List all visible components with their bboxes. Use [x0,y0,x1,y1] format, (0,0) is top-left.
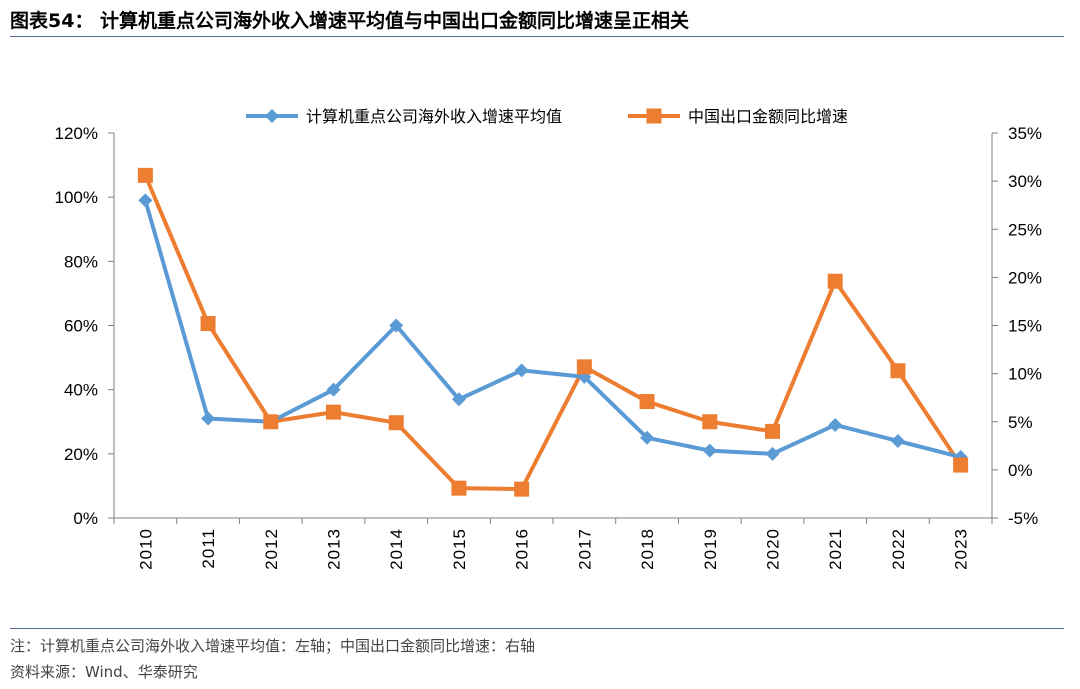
x-axis-tick-label: 2013 [325,528,344,570]
point-export-growth [765,423,780,439]
point-export-growth [200,316,216,332]
right-axis-tick-label: 0% [1008,461,1033,480]
series-line-overseas-revenue [143,199,962,459]
point-export-growth [702,414,718,430]
legend-label-overseas-revenue: 计算机重点公司海外收入增速平均值 [306,107,562,126]
point-export-growth [451,480,467,496]
plot-area [137,167,969,497]
chart-title: 图表54： 计算机重点公司海外收入增速平均值与中国出口金额同比增速呈正相关 [10,10,690,32]
footer-rule [10,628,1064,629]
point-export-growth [827,273,843,289]
chart: 计算机重点公司海外收入增速平均值 中国出口金额同比增速 0% 20% 40% 60% 80… [55,107,1043,570]
right-axis-tick-label: 20% [1008,268,1042,287]
point-overseas-revenue [326,382,341,397]
axes: 0% 20% 40% 60% 80% 100% 120% -5% 0% 5% 10% 15% 20% 25… [55,124,1043,570]
point-export-growth [953,457,969,473]
series-line-export-growth [143,174,963,492]
point-overseas-revenue [389,318,404,333]
x-axis-tick-label: 2021 [826,528,845,570]
right-axis-tick-label: 35% [1008,124,1042,143]
x-axis-tick-label: 2020 [764,528,783,570]
x-axis-tick-label: 2016 [513,528,532,570]
x-axis-tick-label: 2015 [450,528,469,570]
point-overseas-revenue [702,443,717,458]
left-axis-tick-label: 20% [64,445,98,464]
point-overseas-revenue [138,193,153,208]
point-export-growth [263,414,279,430]
left-axis-tick-label: 80% [64,252,98,271]
legend-marker-overseas-revenue [265,109,279,123]
left-axis-tick-label: 40% [64,381,98,400]
left-axis-tick-label: 120% [55,124,98,143]
x-axis-tick-label: 2017 [575,528,594,570]
point-export-growth [137,167,153,183]
right-axis-tick-label: 10% [1008,365,1042,384]
point-overseas-revenue [765,446,780,461]
chart-note: 注：计算机重点公司海外收入增速平均值：左轴；中国出口金额同比增速：右轴 [10,637,536,655]
right-axis-tick-label: 15% [1008,317,1042,336]
right-axis-tick-label: 5% [1008,413,1033,432]
point-export-growth [326,404,341,420]
title-rule [10,36,1064,37]
x-axis-tick-label: 2014 [387,528,406,570]
right-axis-tick-label: -5% [1008,509,1038,528]
point-export-growth [388,415,404,431]
x-axis-tick-label: 2010 [136,528,155,570]
x-axis-tick-label: 2011 [199,528,218,569]
point-export-growth [890,363,906,379]
legend: 计算机重点公司海外收入增速平均值 中国出口金额同比增速 [246,107,848,126]
point-overseas-revenue [640,430,655,445]
left-axis-tick-label: 60% [64,317,98,336]
point-overseas-revenue [514,363,529,378]
right-axis-tick-label: 30% [1008,172,1042,191]
legend-label-export-growth: 中国出口金额同比增速 [688,107,848,126]
left-axis-tick-label: 100% [55,188,98,207]
point-overseas-revenue [828,417,843,432]
x-axis-tick-label: 2018 [638,528,657,570]
point-overseas-revenue [201,411,216,426]
chart-source: 资料来源：Wind、华泰研究 [10,663,198,681]
point-overseas-revenue [890,434,905,448]
left-axis-tick-label: 0% [73,509,98,528]
x-axis-tick-label: 2023 [952,528,971,570]
x-axis-tick-label: 2012 [262,528,281,570]
point-overseas-revenue [451,392,466,407]
point-export-growth [639,394,655,410]
point-export-growth [576,359,592,375]
legend-marker-export-growth [646,108,662,124]
point-export-growth [514,481,530,497]
x-axis-tick-label: 2019 [701,528,720,570]
right-axis-tick-label: 25% [1008,220,1042,239]
x-axis-tick-label: 2022 [889,528,908,570]
